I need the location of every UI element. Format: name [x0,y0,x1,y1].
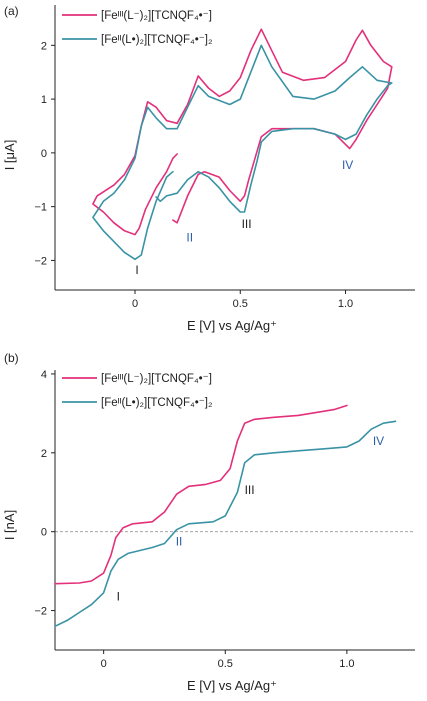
series-line-2 [92,44,393,261]
y-tick-label: 1 [41,94,47,106]
y-tick-label: −2 [34,255,47,267]
peak-label: III [245,483,255,497]
y-tick-label: 0 [41,527,47,539]
y-tick-label: −2 [34,606,47,618]
chart-a-y-label: I [μA] [2,140,17,171]
panel-label-a: (a) [4,4,19,18]
chart-b-y-label: I [nA] [2,510,17,540]
chart-b-legend: [Feᴵᴵᴵ(L⁻)₂][TCNQF₄•⁻] [Feᴵᴵ(L•)₂][TCNQF… [62,373,212,409]
chart-a-series-lines [92,28,393,261]
y-tick-label: 0 [41,148,47,160]
peak-label: II [176,534,183,548]
peak-label: I [117,590,120,604]
chart-b-x-ticks: 0 0.5 1.0 [101,650,355,670]
chart-b-y-ticks: −2 0 2 4 [34,369,55,618]
series-line-1 [54,404,348,585]
x-tick-label: 1.0 [338,298,353,310]
x-tick-label: 1.0 [339,658,354,670]
y-tick-label: 2 [41,448,47,460]
peak-label: II [186,231,193,245]
chart-b-x-label: E [V] vs Ag/Ag⁺ [187,678,277,693]
y-tick-label: 2 [41,40,47,52]
chart-b-series-lines [54,404,397,628]
series-line-2 [54,420,397,628]
x-tick-label: 0 [101,658,107,670]
peak-label: I [135,263,138,277]
peak-label: III [242,217,252,231]
legend-b-label-2: [Feᴵᴵ(L•)₂][TCNQF₄•⁻]₂ [101,397,212,409]
x-tick-label: 0.5 [233,298,248,310]
x-tick-label: 0 [132,298,138,310]
legend-a-label-2: [Feᴵᴵ(L•)₂][TCNQF₄•⁻]₂ [101,34,212,46]
chart-a-x-ticks: 0 0.5 1.0 [132,290,353,310]
legend-a-label-1: [Feᴵᴵᴵ(L⁻)₂][TCNQF₄•⁻] [101,10,212,22]
chart-a-y-ticks: −2 −1 0 1 2 [34,40,55,267]
y-tick-label: 4 [41,369,47,381]
y-tick-label: −1 [34,202,47,214]
chart-a-x-label: E [V] vs Ag/Ag⁺ [187,318,277,333]
peak-label: IV [373,434,384,448]
x-tick-label: 0.5 [218,658,233,670]
chart-a-legend: [Feᴵᴵᴵ(L⁻)₂][TCNQF₄•⁻] [Feᴵᴵ(L•)₂][TCNQF… [62,10,212,46]
peak-label: IV [342,158,353,172]
legend-b-label-1: [Feᴵᴵᴵ(L⁻)₂][TCNQF₄•⁻] [101,373,212,385]
series-line-1 [92,28,393,236]
panel-label-b: (b) [4,351,19,365]
